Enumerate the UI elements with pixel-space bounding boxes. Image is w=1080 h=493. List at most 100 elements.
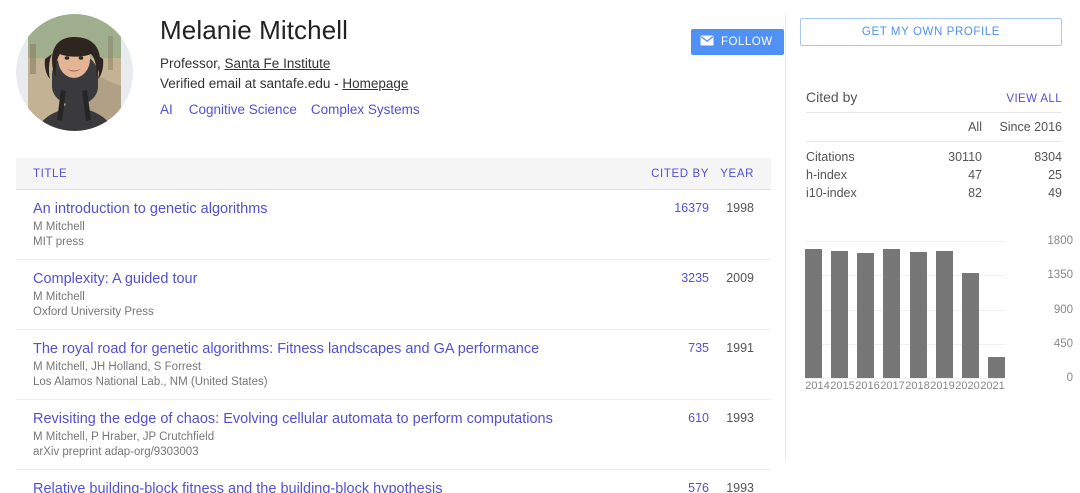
chart-x-tick-label[interactable]: 2021: [980, 380, 1005, 392]
metrics-body: Citations 30110 8304 h-index 47 25 i10-i…: [806, 141, 1062, 203]
publication-authors: M Mitchell, P Hraber, JP Crutchfield: [33, 431, 215, 443]
metrics-row-citations: Citations 30110 8304: [806, 141, 1062, 166]
publication-venue: MIT press: [33, 236, 84, 248]
table-row: The royal road for genetic algorithms: F…: [16, 330, 771, 400]
metrics-row-h-index: h-index 47 25: [806, 166, 1062, 184]
publication-cited-by[interactable]: 735: [688, 341, 709, 355]
metric-since-value: 25: [1048, 168, 1062, 182]
publication-cited-by[interactable]: 610: [688, 411, 709, 425]
chart-bar[interactable]: [935, 251, 953, 378]
chart-gridline: [805, 343, 1005, 345]
table-row: Revisiting the edge of chaos: Evolving c…: [16, 400, 771, 470]
chart-bar[interactable]: [909, 251, 927, 378]
publication-authors: M Mitchell: [33, 221, 85, 233]
metric-label: i10-index: [806, 186, 857, 200]
publication-authors: M Mitchell, JH Holland, S Forrest: [33, 361, 202, 373]
metrics-header: All Since 2016: [806, 112, 1062, 142]
avatar[interactable]: [16, 14, 133, 131]
chart-bar[interactable]: [831, 251, 849, 378]
publication-year: 2009: [726, 271, 754, 285]
publication-venue: Oxford University Press: [33, 306, 154, 318]
chart-x-tick-label[interactable]: 2014: [805, 380, 830, 392]
research-interests: AI Cognitive Science Complex Systems: [160, 100, 660, 120]
metric-all-value: 82: [968, 186, 982, 200]
metrics-header-all: All: [902, 112, 982, 142]
email-line: Verified email at santafe.edu - Homepage: [160, 74, 660, 94]
chart-bar[interactable]: [987, 357, 1005, 378]
publication-year: 1993: [726, 481, 754, 493]
publication-cited-by[interactable]: 576: [688, 481, 709, 493]
metrics-row-i10-index: i10-index 82 49: [806, 184, 1062, 202]
follow-button-label: FOLLOW: [721, 36, 773, 48]
profile-header: Melanie Mitchell Professor, Santa Fe Ins…: [16, 10, 784, 131]
avatar-photo: [16, 14, 133, 131]
publication-venue: arXiv preprint adap-org/9303003: [33, 446, 199, 458]
homepage-link[interactable]: Homepage: [342, 76, 409, 91]
cited-by-label: Cited by: [806, 89, 858, 105]
publication-info: The royal road for genetic algorithms: F…: [16, 340, 619, 390]
chart-y-tick-label: 1800: [1047, 235, 1073, 247]
chart-gridline: [805, 275, 1005, 277]
chart-x-tick-label[interactable]: 2017: [880, 380, 905, 392]
citation-metrics-table: All Since 2016 Citations 30110 8304 h-in…: [806, 112, 1062, 202]
chart-bar[interactable]: [883, 248, 901, 378]
chart-y-tick-label: 0: [1066, 372, 1073, 384]
chart-y-axis-labels: 0 450 900 1350 1800: [1013, 228, 1073, 391]
publications-table: TITLE CITED BY YEAR An introduction to g…: [16, 158, 771, 493]
metric-label: h-index: [806, 168, 847, 182]
publication-info: Revisiting the edge of chaos: Evolving c…: [16, 410, 619, 460]
publication-authors: M Mitchell: [33, 291, 85, 303]
metric-since-value: 49: [1048, 186, 1062, 200]
metrics-header-blank: [806, 112, 902, 142]
publication-info: Complexity: A guided tour M Mitchell Oxf…: [16, 270, 619, 320]
publication-info: An introduction to genetic algorithms M …: [16, 200, 619, 250]
chart-bar[interactable]: [961, 272, 979, 378]
column-header-title[interactable]: TITLE: [33, 167, 68, 180]
interest-link-complex-systems[interactable]: Complex Systems: [310, 102, 420, 117]
get-my-own-profile-button[interactable]: GET MY OWN PROFILE: [800, 18, 1062, 46]
publication-title-link[interactable]: The royal road for genetic algorithms: F…: [33, 341, 540, 357]
metric-all-value: 47: [968, 168, 982, 182]
view-all-link[interactable]: VIEW ALL: [1006, 93, 1062, 105]
chart-x-axis-labels: 2014 2015 2016 2017 2018 2019 2020 2021: [805, 380, 1005, 392]
chart-x-tick-label[interactable]: 2015: [830, 380, 855, 392]
chart-x-tick-label[interactable]: 2019: [930, 380, 955, 392]
chart-gridline: [805, 241, 1005, 242]
column-header-year[interactable]: YEAR: [720, 167, 754, 180]
chart-gridline: [805, 309, 1005, 311]
publication-venue: Los Alamos National Lab., NM (United Sta…: [33, 376, 268, 388]
chart-x-tick-label[interactable]: 2020: [955, 380, 980, 392]
chart-y-tick-label: 1350: [1047, 269, 1073, 282]
affiliation-link[interactable]: Santa Fe Institute: [224, 56, 331, 71]
envelope-icon: [700, 35, 714, 49]
publication-info: Relative building-block fitness and the …: [16, 480, 619, 493]
follow-button[interactable]: FOLLOW: [691, 29, 784, 55]
publication-year: 1998: [726, 201, 754, 215]
chart-bars: [805, 241, 1005, 378]
left-column: Melanie Mitchell Professor, Santa Fe Ins…: [16, 10, 784, 493]
affiliation-prefix: Professor,: [160, 56, 225, 71]
publication-title-link[interactable]: Complexity: A guided tour: [33, 271, 198, 287]
chart-y-tick-label: 450: [1053, 337, 1073, 350]
profile-info: Melanie Mitchell Professor, Santa Fe Ins…: [160, 14, 660, 120]
table-row: Complexity: A guided tour M Mitchell Oxf…: [16, 260, 771, 330]
publication-title-link[interactable]: Revisiting the edge of chaos: Evolving c…: [33, 411, 553, 427]
publication-cited-by[interactable]: 16379: [674, 201, 709, 215]
interest-link-ai[interactable]: AI: [160, 102, 173, 117]
publication-title-link[interactable]: Relative building-block fitness and the …: [33, 481, 443, 493]
interest-link-cognitive-science[interactable]: Cognitive Science: [188, 102, 297, 117]
column-header-cited-by[interactable]: CITED BY: [651, 167, 709, 180]
chart-bar[interactable]: [857, 253, 875, 378]
metric-label: Citations: [806, 141, 902, 166]
chart-y-tick-label: 900: [1053, 303, 1073, 316]
table-row: An introduction to genetic algorithms M …: [16, 190, 771, 260]
chart-bar[interactable]: [805, 249, 822, 378]
chart-x-tick-label[interactable]: 2018: [905, 380, 930, 392]
right-sidebar: GET MY OWN PROFILE Cited by VIEW ALL All…: [800, 0, 1080, 493]
publications-table-header: TITLE CITED BY YEAR: [16, 158, 771, 190]
publication-cited-by[interactable]: 3235: [681, 271, 709, 285]
chart-x-tick-label[interactable]: 2016: [855, 380, 880, 392]
publication-title-link[interactable]: An introduction to genetic algorithms: [33, 201, 268, 217]
publication-year: 1991: [726, 341, 754, 355]
